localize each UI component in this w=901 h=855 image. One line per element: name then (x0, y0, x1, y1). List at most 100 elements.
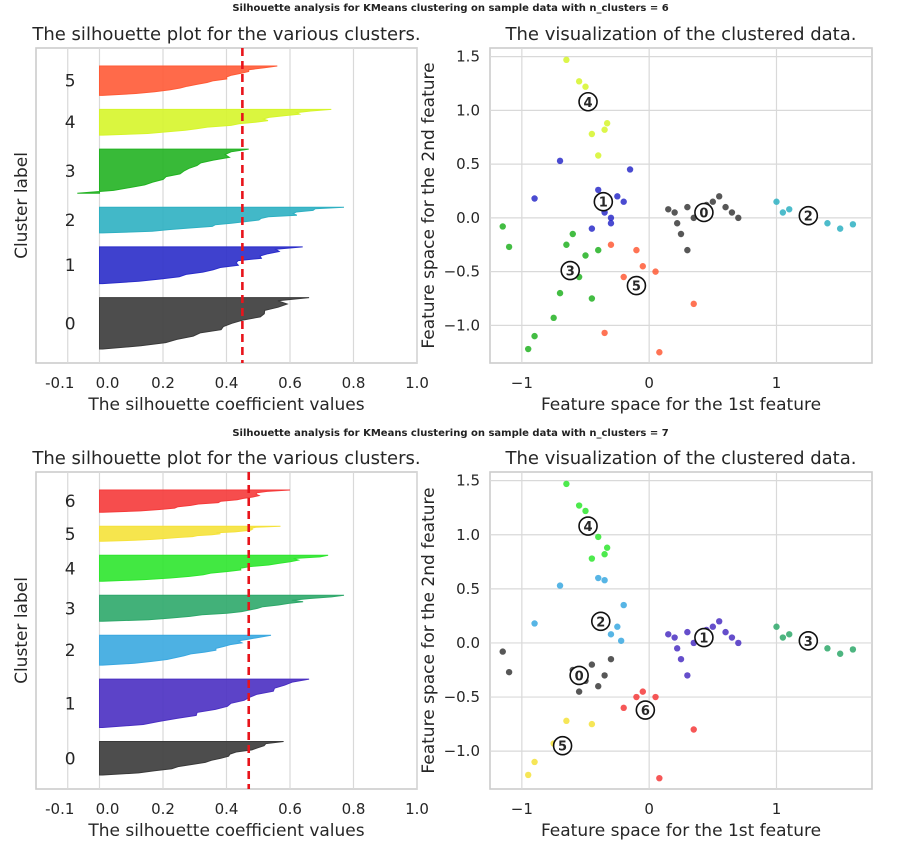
scatter-point (614, 193, 621, 200)
scatter-point (690, 726, 697, 733)
cluster-label-0: 0 (65, 749, 76, 769)
x-tick-label: 0.2 (151, 800, 175, 818)
cluster-center-marker (590, 611, 611, 632)
scatter-point (575, 502, 583, 509)
scatter-point (595, 246, 602, 254)
cluster-center-label: 5 (558, 740, 567, 755)
cluster-center-marker (593, 191, 614, 212)
y-tick-label: 1.5 (456, 48, 480, 66)
scatter-point (652, 268, 659, 275)
scatter-point (588, 225, 596, 232)
cluster-center-label: 3 (804, 635, 813, 650)
y-tick-label: 0.5 (456, 155, 480, 173)
silhouette-cluster-3 (99, 594, 345, 622)
scatter-point (607, 220, 615, 227)
silhouette-cluster-4 (99, 108, 332, 136)
scatter-point (499, 648, 506, 655)
scatter-point (620, 704, 627, 712)
cluster-center-label: 4 (584, 520, 593, 535)
scatter-point (607, 214, 615, 222)
cluster-label-4: 4 (65, 559, 76, 579)
scatter-point (709, 198, 717, 205)
cluster-label-3: 3 (65, 599, 76, 619)
scatter-point (671, 634, 678, 641)
silhouette-plot: -0.1 0.0 0.2 0.4 0.6 0.8 1.0 0 1 2 3 4 5 6 The silhoue… (12, 448, 429, 841)
scatter-point (735, 214, 742, 222)
scatter-point (588, 555, 596, 562)
scatter-point (779, 209, 787, 216)
silhouette-xlabel: The silhouette coefficient values (87, 821, 364, 841)
cluster-center-label: 0 (699, 206, 708, 221)
scatter-point (575, 688, 583, 695)
scatter-point (603, 544, 611, 551)
scatter-point (656, 349, 663, 356)
silhouette-plot: -0.1 0.0 0.2 0.4 0.6 0.8 1.0 0 1 2 3 4 5 The silhouet… (12, 24, 429, 415)
x-tick-label: −1 (511, 800, 533, 818)
scatter-point (620, 273, 627, 281)
cluster-center-label: 1 (699, 632, 708, 647)
y-tick-label: −1.0 (444, 742, 480, 760)
cluster-center-label: 6 (641, 704, 650, 719)
scatter-ylabel: Feature space for the 2nd feature (419, 62, 439, 348)
y-tick-label: 1.0 (456, 526, 480, 544)
scatter-point (588, 661, 596, 668)
scatter-point (569, 230, 576, 238)
cluster-label-6: 6 (65, 492, 76, 512)
scatter-point (824, 220, 831, 227)
scatter-point (531, 620, 538, 627)
x-tick-label: 0.6 (278, 374, 302, 392)
scatter-point (563, 56, 570, 64)
scatter-point (677, 230, 685, 238)
scatter-point (563, 717, 570, 725)
scatter-point (531, 195, 538, 202)
y-tick-label: −1.0 (444, 316, 480, 334)
scatter-point (607, 241, 615, 248)
cluster-center-marker (798, 630, 819, 651)
scatter-point (582, 507, 589, 515)
figure-suptitle: Silhouette analysis for KMeans clusterin… (232, 428, 669, 439)
cluster-center-label: 2 (596, 615, 605, 630)
scatter-point (556, 157, 564, 165)
cluster-label-2: 2 (65, 641, 76, 661)
scatter-point (716, 618, 723, 625)
scatter-point (531, 758, 538, 766)
cluster-center-label: 3 (566, 265, 575, 280)
scatter-point (773, 623, 780, 630)
scatter-point (665, 631, 672, 638)
scatter-point (849, 646, 857, 653)
scatter-point (525, 771, 532, 779)
scatter-point (550, 314, 557, 322)
scatter-point (620, 198, 627, 205)
silhouette-cluster-3 (77, 148, 249, 194)
scatter-point (684, 672, 691, 679)
silhouette-cluster-5 (99, 65, 278, 96)
x-tick-label: 0.0 (96, 800, 120, 818)
scatter-point (617, 637, 625, 644)
scatter-point (684, 628, 691, 636)
y-tick-label: −0.5 (444, 688, 480, 706)
scatter-plot: −1 0 1 1.5 1.0 0.5 0.0 −0.5 −1.0 0 1 2 3 4 5 6 The visua… (419, 448, 873, 841)
cluster-label-1: 1 (65, 694, 76, 714)
scatter-point (601, 551, 608, 558)
scatter-point (620, 601, 627, 609)
scatter-point (633, 693, 640, 701)
scatter-point (639, 688, 646, 695)
scatter-point (673, 645, 681, 652)
scatter-point (786, 631, 793, 638)
cluster-label-5: 5 (65, 72, 76, 92)
plot-frame (489, 471, 873, 790)
silhouette-cluster-6 (99, 489, 291, 513)
y-tick-label: 0.0 (456, 209, 480, 227)
cluster-label-5: 5 (65, 525, 76, 545)
x-tick-label: −1 (511, 374, 533, 392)
scatter-point (595, 186, 602, 194)
scatter-point (849, 221, 857, 228)
silhouette-title: The silhouette plot for the various clus… (31, 448, 420, 469)
scatter-point (671, 209, 678, 216)
cluster-center-marker (578, 516, 598, 536)
silhouette-cluster-2 (99, 206, 345, 234)
cluster-center-label: 1 (599, 196, 608, 211)
scatter-title: The visualization of the clustered data. (505, 24, 857, 45)
cluster-center-marker (626, 275, 647, 296)
